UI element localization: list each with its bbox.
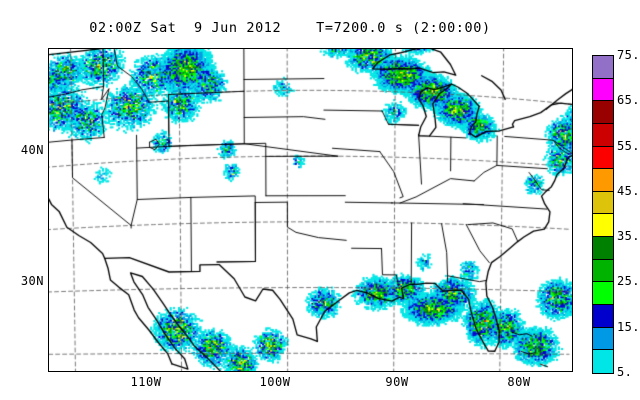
colorbar-swatch-10 xyxy=(593,350,613,373)
y-tick-label-30n: 30N xyxy=(20,274,44,288)
colorbar-swatch-40 xyxy=(593,214,613,238)
colorbar-label-35: 35. xyxy=(617,229,640,244)
x-tick-label-100w: 100W xyxy=(259,375,291,389)
colorbar-swatch-15 xyxy=(593,327,613,351)
colorbar-swatch-55 xyxy=(593,146,613,170)
x-tick-label-80w: 80W xyxy=(507,375,531,389)
colorbar-label-75: 75. xyxy=(617,48,640,62)
colorbar-label-55: 55. xyxy=(617,138,640,153)
x-tick-label-90w: 90W xyxy=(385,375,409,389)
colorbar-swatch-25 xyxy=(593,282,613,306)
colorbar-label-5: 5. xyxy=(617,365,633,379)
colorbar-label-25: 25. xyxy=(617,274,640,289)
map-plot-area xyxy=(48,48,573,372)
colorbar-swatch-60 xyxy=(593,123,613,147)
colorbar-swatch-75 xyxy=(593,56,613,79)
colorbar-label-15: 15. xyxy=(617,319,640,334)
colorbar-swatch-65 xyxy=(593,101,613,124)
y-tick-label-40n: 40N xyxy=(20,143,44,157)
colorbar-swatch-20 xyxy=(593,305,613,328)
colorbar-swatch-35 xyxy=(593,237,613,260)
map-overlay-boundaries xyxy=(49,49,572,371)
colorbar-swatch-50 xyxy=(593,169,613,192)
colorbar-swatch-30 xyxy=(593,259,613,283)
colorbar-label-45: 45. xyxy=(617,183,640,198)
x-tick-label-110w: 110W xyxy=(130,375,162,389)
colorbar-label-65: 65. xyxy=(617,93,640,108)
figure-title: 02:00Z Sat 9 Jun 2012 T=7200.0 s (2:00:0… xyxy=(89,20,491,36)
colorbar xyxy=(592,55,614,374)
colorbar-swatch-70 xyxy=(593,78,613,102)
colorbar-swatch-45 xyxy=(593,191,613,215)
